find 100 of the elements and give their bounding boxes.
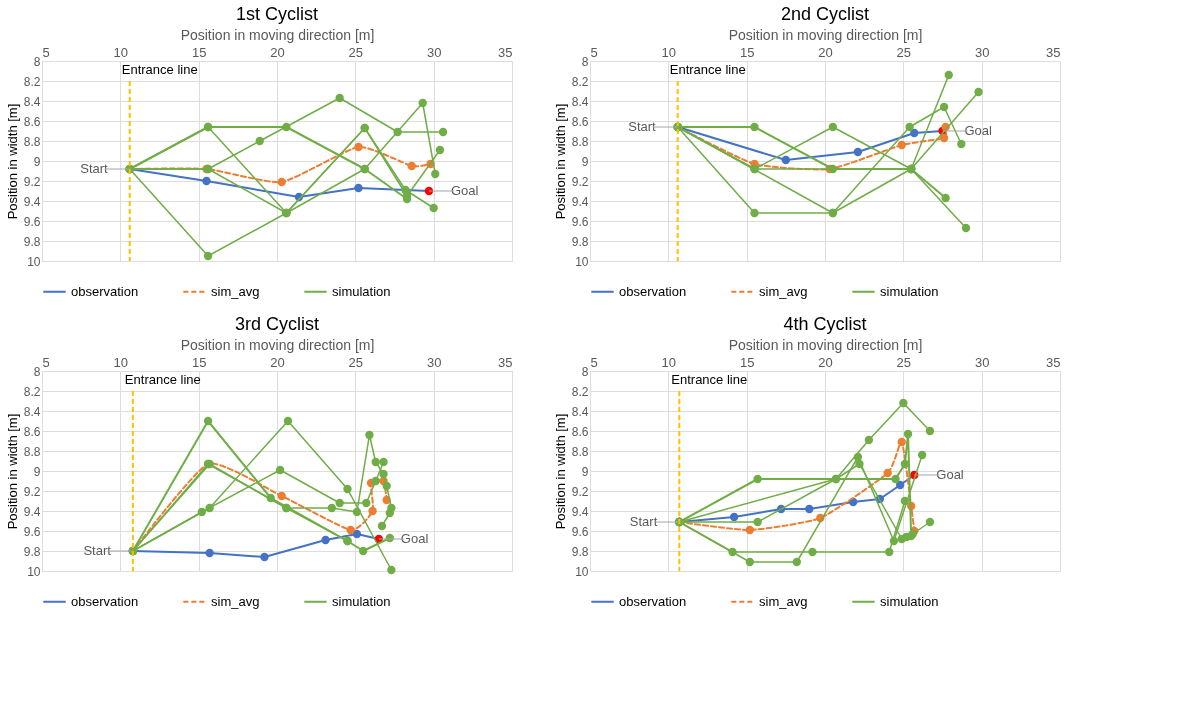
y-tick-label: 8.6 <box>571 114 589 129</box>
y-tick-label: 8.2 <box>23 384 41 399</box>
x-tick-label: 20 <box>818 354 833 370</box>
annotation: Start <box>629 514 658 529</box>
x-tick-label: 30 <box>426 44 442 60</box>
y-axis-title: Position in width [m] <box>552 413 568 530</box>
x-tick-label: 30 <box>426 354 442 370</box>
y-tick-label: 8.2 <box>571 384 589 399</box>
legend-label: observation <box>71 283 139 299</box>
y-tick-label: 8.4 <box>23 404 41 419</box>
x-tick-label: 25 <box>896 354 912 370</box>
y-tick-label: 10 <box>575 254 589 269</box>
y-tick-label: 9.6 <box>23 214 41 229</box>
x-tick-label: 15 <box>191 354 207 370</box>
chart-title: 2nd Cyclist <box>780 4 870 24</box>
x-tick-label: 15 <box>739 354 755 370</box>
legend-label: observation <box>619 593 687 609</box>
y-tick-label: 8.4 <box>571 94 589 109</box>
x-tick-label: 35 <box>1046 354 1061 370</box>
y-tick-label: 9.2 <box>23 174 41 189</box>
legend-label: simulation <box>332 283 391 299</box>
annotation: Goal <box>964 123 993 138</box>
legend-label: simulation <box>880 283 939 299</box>
y-tick-label: 10 <box>27 254 41 269</box>
y-tick-label: 9.4 <box>23 194 41 209</box>
annotation: Start <box>80 161 109 176</box>
x-tick-label: 10 <box>661 354 677 370</box>
y-tick-label: 8.8 <box>23 134 41 149</box>
x-axis-title: Position in moving direction [m] <box>180 26 375 43</box>
x-tick-label: 35 <box>498 354 513 370</box>
y-tick-label: 9.2 <box>571 484 589 499</box>
x-axis-title: Position in moving direction [m] <box>180 336 375 353</box>
legend-label: observation <box>619 283 687 299</box>
chart-title: 1st Cyclist <box>235 4 319 24</box>
x-tick-label: 15 <box>191 44 207 60</box>
legend-label: sim_avg <box>211 283 260 299</box>
x-tick-label: 25 <box>896 44 912 60</box>
ref-line-label: Entrance line <box>124 372 201 387</box>
legend-label: simulation <box>880 593 939 609</box>
annotation: Goal <box>450 183 479 198</box>
y-tick-label: 10 <box>27 564 41 579</box>
y-tick-label: 9.6 <box>571 524 589 539</box>
y-tick-label: 9.2 <box>571 174 589 189</box>
y-tick-label: 8 <box>33 364 41 379</box>
annotation: Start <box>83 543 112 558</box>
y-tick-label: 9 <box>33 154 41 169</box>
y-axis-title: Position in width [m] <box>4 103 20 220</box>
y-tick-label: 8 <box>581 54 589 69</box>
y-tick-label: 9 <box>581 154 589 169</box>
y-tick-label: 9 <box>33 464 41 479</box>
x-tick-label: 5 <box>590 44 598 60</box>
y-tick-label: 8.6 <box>571 424 589 439</box>
x-tick-label: 5 <box>590 354 598 370</box>
x-axis-title: Position in moving direction [m] <box>728 336 923 353</box>
y-axis-title: Position in width [m] <box>552 103 568 220</box>
y-axis-title: Position in width [m] <box>4 413 20 530</box>
x-axis-title: Position in moving direction [m] <box>728 26 923 43</box>
y-tick-label: 8.4 <box>571 404 589 419</box>
x-tick-label: 20 <box>818 44 833 60</box>
y-tick-label: 8.6 <box>23 424 41 439</box>
x-tick-label: 20 <box>270 44 285 60</box>
x-tick-label: 25 <box>348 44 364 60</box>
y-tick-label: 8.8 <box>571 134 589 149</box>
y-tick-label: 9.8 <box>571 544 589 559</box>
legend-label: simulation <box>332 593 391 609</box>
y-tick-label: 8.8 <box>23 444 41 459</box>
y-tick-label: 9.2 <box>23 484 41 499</box>
legend-label: sim_avg <box>759 593 808 609</box>
y-tick-label: 8.2 <box>571 74 589 89</box>
ref-line-label: Entrance line <box>669 62 746 77</box>
y-tick-label: 8 <box>33 54 41 69</box>
x-tick-label: 10 <box>113 354 129 370</box>
y-tick-label: 8 <box>581 364 589 379</box>
y-tick-label: 10 <box>575 564 589 579</box>
y-tick-label: 9.4 <box>571 504 589 519</box>
x-tick-label: 20 <box>270 354 285 370</box>
ref-line-label: Entrance line <box>121 62 198 77</box>
annotation: Start <box>628 119 657 134</box>
x-tick-label: 10 <box>113 44 129 60</box>
y-tick-label: 9 <box>581 464 589 479</box>
y-tick-label: 9.4 <box>23 504 41 519</box>
y-tick-label: 8.8 <box>571 444 589 459</box>
x-tick-label: 5 <box>42 354 50 370</box>
x-tick-label: 35 <box>1046 44 1061 60</box>
annotation: Goal <box>936 467 964 482</box>
annotation: Goal <box>400 531 429 546</box>
y-tick-label: 9.4 <box>571 194 589 209</box>
chart-title: 3rd Cyclist <box>234 314 320 334</box>
x-tick-label: 30 <box>974 354 990 370</box>
y-tick-label: 8.6 <box>23 114 41 129</box>
x-tick-label: 25 <box>348 354 364 370</box>
legend-label: sim_avg <box>211 593 260 609</box>
x-tick-label: 35 <box>498 44 513 60</box>
ref-line-label: Entrance line <box>671 372 748 387</box>
legend-label: observation <box>71 593 139 609</box>
x-tick-label: 30 <box>974 44 990 60</box>
legend-label: sim_avg <box>759 283 808 299</box>
y-tick-label: 8.4 <box>23 94 41 109</box>
y-tick-label: 8.2 <box>23 74 41 89</box>
y-tick-label: 9.8 <box>571 234 589 249</box>
